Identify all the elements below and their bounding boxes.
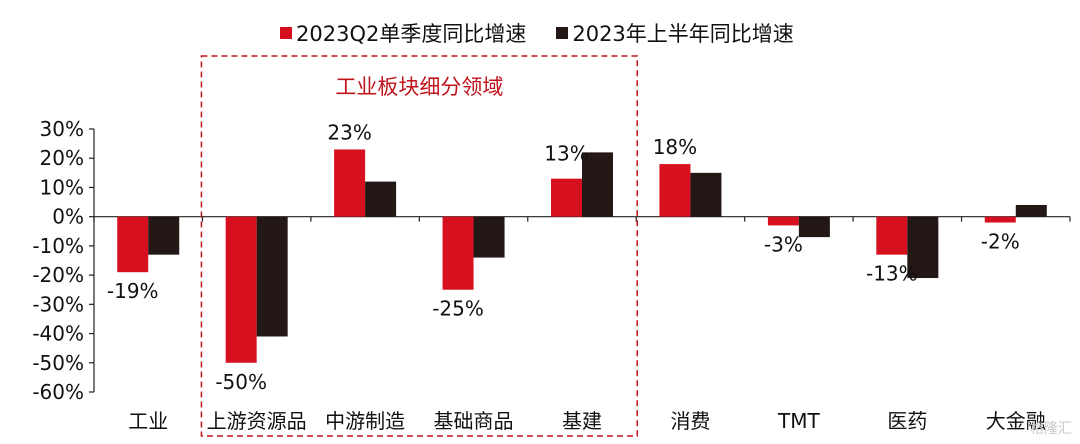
x-tick-label: 上游资源品 [207,409,307,433]
bar-h1 [582,152,613,217]
x-tick-label: TMT [777,409,820,433]
data-label: -3% [764,232,803,256]
x-tick-label: 工业 [128,409,168,433]
legend-label-h1: 2023年上半年同比增速 [572,22,794,46]
y-tick-label: -50% [32,351,84,375]
bar-q2 [659,164,691,217]
y-tick-label: 10% [40,175,84,199]
x-tick-label: 基础商品 [434,409,514,433]
bar-q2 [767,216,799,226]
y-tick-label: -10% [32,234,84,258]
bar-h1 [907,216,939,279]
legend-item-h1: 2023年上半年同比增速 [556,18,794,48]
y-tick-label: 0% [52,205,84,229]
y-tick-label: -60% [32,380,84,404]
annotation-box [200,55,638,437]
bar-h1 [690,172,722,217]
bar-q2 [225,216,257,363]
data-label: 18% [653,135,697,159]
bar-h1 [365,181,397,217]
legend-swatch-h1 [556,27,569,39]
x-tick-label: 消费 [670,409,710,433]
x-tick-label: 基建 [562,409,602,433]
data-label: 23% [327,120,371,144]
legend-label-q2: 2023Q2单季度同比增速 [296,22,527,46]
y-tick-label: -40% [32,322,84,346]
bar-q2 [984,216,1016,223]
bar-h1 [798,216,830,238]
bar-q2 [876,216,908,255]
legend-item-q2: 2023Q2单季度同比增速 [280,18,526,48]
watermark: 格隆汇 [1030,421,1072,437]
annotation-label: 工业板块细分领域 [335,75,503,99]
x-tick-label: 医药 [887,409,927,433]
legend: 2023Q2单季度同比增速 2023年上半年同比增速 [280,18,824,48]
x-tick-label: 大金融 [986,409,1046,433]
data-label: -25% [432,297,484,321]
data-label: -50% [215,370,267,394]
y-tick-label: -20% [32,263,84,287]
bar-h1 [473,216,505,258]
bar-q2 [117,216,149,273]
bar-q2 [551,178,582,217]
data-label: -19% [107,279,159,303]
data-label: -13% [866,262,918,286]
bar-q2 [334,149,366,217]
legend-swatch-q2 [280,27,292,39]
y-tick-label: 20% [40,146,84,170]
data-label: -2% [981,230,1020,254]
bar-h1 [1015,204,1047,217]
bar-h1 [256,216,288,337]
bar-q2 [442,216,474,290]
x-tick-label: 中游制造 [325,409,405,433]
bar-h1 [148,216,180,255]
y-tick-label: -30% [32,292,84,316]
data-label: 13% [544,142,588,166]
y-tick-label: 30% [40,117,84,141]
